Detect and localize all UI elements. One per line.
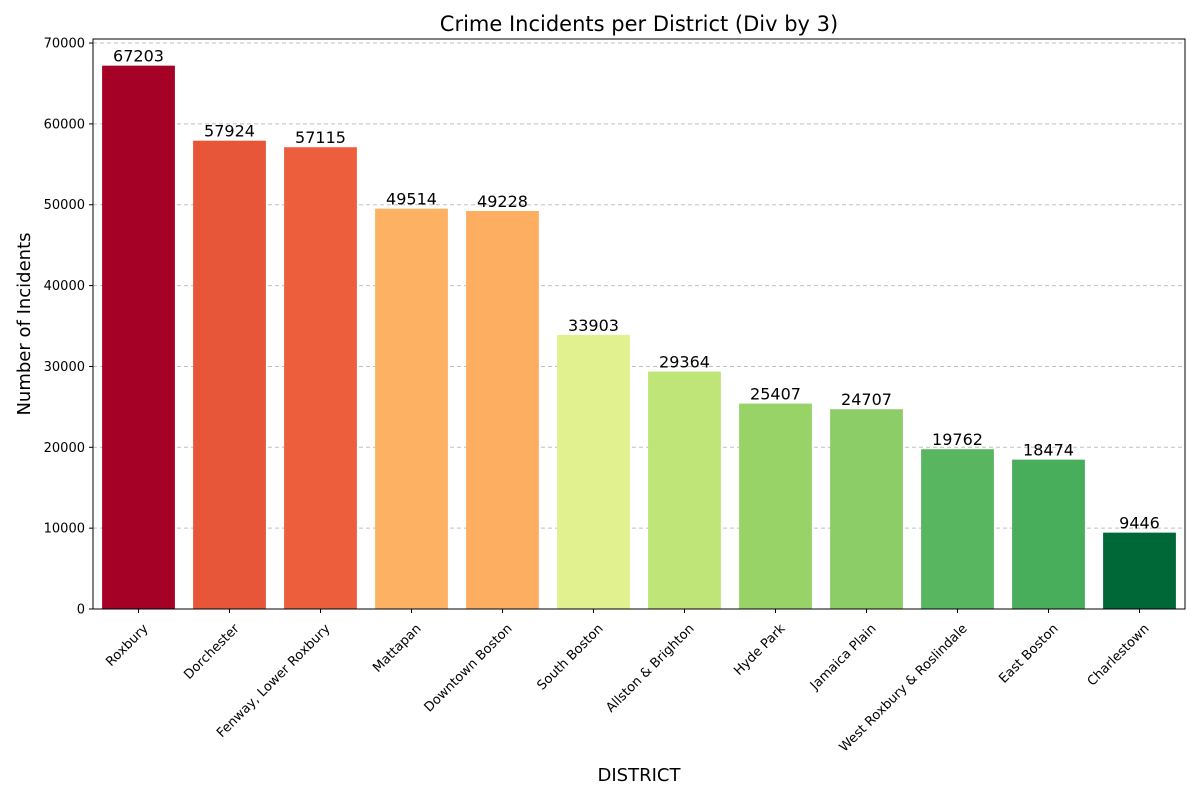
x-tick-label: East Boston	[996, 621, 1061, 686]
y-tick-label: 30000	[44, 360, 85, 375]
y-tick-label: 70000	[44, 37, 85, 52]
x-tick-label: Downtown Boston	[422, 621, 516, 715]
bar-value-label: 67203	[113, 47, 164, 66]
bar-value-label: 57924	[204, 122, 255, 141]
bar-value-label: 18474	[1023, 441, 1074, 460]
bar-value-label: 29364	[659, 353, 710, 372]
bar	[193, 140, 266, 610]
gridlines	[93, 42, 1185, 529]
plot-frame	[92, 38, 1186, 610]
bar-value-label: 9446	[1119, 514, 1160, 533]
y-tick-label: 20000	[44, 441, 85, 456]
y-tick-label: 40000	[44, 279, 85, 294]
bar	[830, 409, 903, 609]
bar	[102, 65, 175, 609]
x-tick-label: Jamaica Plain	[807, 621, 880, 694]
x-tick-label: Charlestown	[1085, 621, 1153, 689]
y-tick-label: 60000	[44, 117, 85, 132]
y-axis-ticks: 0 10000 20000 30000 40000 50000 60000 70000	[44, 37, 93, 618]
bar-value-label: 57115	[295, 128, 346, 147]
bar	[1103, 532, 1176, 609]
bar-value-labels: 67203 57924 57115 49514 49228 33903 29364 25407…	[113, 47, 1160, 533]
bars	[102, 65, 1176, 610]
y-tick-label: 50000	[44, 198, 85, 213]
x-tick-label: Hyde Park	[731, 621, 789, 679]
x-axis-label: DISTRICT	[598, 765, 682, 786]
bar	[375, 208, 448, 609]
bar-value-label: 25407	[750, 385, 801, 404]
x-tick-label: Dorchester	[181, 621, 243, 683]
bar	[1012, 459, 1085, 609]
bar	[557, 334, 630, 609]
x-tick-label: Roxbury	[103, 621, 151, 669]
y-tick-label: 0	[77, 603, 85, 618]
y-axis-label: Number of Incidents	[14, 232, 35, 415]
bar	[466, 210, 539, 609]
x-tick-label: South Boston	[535, 621, 607, 693]
y-tick-label: 10000	[44, 522, 85, 537]
bar	[284, 147, 357, 609]
bar-value-label: 33903	[568, 316, 619, 335]
bar-value-label: 24707	[841, 390, 892, 409]
bar	[739, 403, 812, 609]
x-tick-label: Allston & Brighton	[603, 621, 697, 715]
x-tick-label: Mattapan	[370, 621, 424, 675]
bar-value-label: 49514	[386, 190, 437, 209]
bar	[921, 449, 994, 609]
bar-value-label: 19762	[932, 430, 983, 449]
chart-title: Crime Incidents per District (Div by 3)	[440, 12, 838, 36]
bar	[648, 371, 721, 609]
bar-value-label: 49228	[477, 192, 528, 211]
